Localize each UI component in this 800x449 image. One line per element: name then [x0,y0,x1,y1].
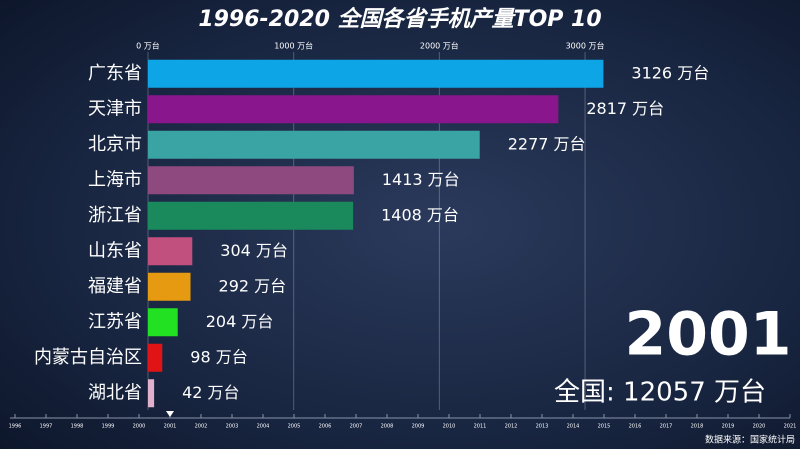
chart-title: 1996-2020 全国各省手机产量TOP 10 [198,6,601,32]
value-label: 3126 万台 [631,63,709,82]
year: 2001 [625,300,792,370]
total: 全国: 12057 万台 [554,378,766,408]
category-label: 广东省 [88,63,142,84]
timeline-label: 2011 [474,424,487,430]
timeline-label: 2000 [133,424,146,430]
source: 数据来源：国家统计局 [705,434,795,446]
bar [148,272,191,301]
timeline-label: 2002 [195,424,208,430]
bar [148,237,193,266]
category-label: 湖北省 [88,382,142,403]
timeline-label: 2019 [722,424,735,430]
value-label: 2277 万台 [508,134,586,153]
x-tick-label: 3000 万台 [566,41,605,51]
timeline-label: 2010 [443,424,456,430]
value-label: 2817 万台 [586,99,664,118]
timeline-label: 2006 [319,424,332,430]
category-label: 内蒙古自治区 [34,347,142,368]
category-label: 山东省 [88,240,142,261]
x-tick-label: 0 万台 [136,41,160,51]
value-label: 204 万台 [206,312,274,331]
timeline-label: 2020 [753,424,766,430]
x-tick-label: 2000 万台 [420,41,459,51]
timeline-label: 2007 [350,424,363,430]
value-label: 1413 万台 [382,170,460,189]
value-label: 42 万台 [182,383,239,402]
x-tick-label: 1000 万台 [274,41,313,51]
category-label: 福建省 [88,276,142,297]
category-label: 上海市 [88,169,142,190]
timeline-label: 1997 [40,424,53,430]
timeline-label: 2021 [784,424,797,430]
timeline-label: 2009 [412,424,425,430]
timeline-marker [166,411,174,417]
bar [148,379,155,408]
timeline-label: 2015 [598,424,611,430]
timeline-label: 1999 [102,424,115,430]
timeline-label: 1998 [71,424,84,430]
timeline-label: 1996 [9,424,22,430]
timeline-label: 2018 [691,424,704,430]
timeline-label: 2016 [629,424,642,430]
category-label: 天津市 [88,98,142,119]
timeline-label: 2013 [536,424,549,430]
timeline-label: 2003 [226,424,239,430]
bar [148,308,178,337]
timeline-label: 2014 [567,424,580,430]
bar [148,130,480,159]
timeline-label: 2005 [288,424,301,430]
bar [148,166,354,195]
category-label: 浙江省 [88,205,142,226]
category-label: 江苏省 [88,311,142,332]
category-label: 北京市 [88,134,142,155]
bar [148,343,163,372]
timeline-label: 2017 [660,424,673,430]
value-label: 98 万台 [190,347,247,366]
value-label: 1408 万台 [381,205,459,224]
value-label: 292 万台 [219,276,287,295]
timeline-label: 2004 [257,424,270,430]
bar [148,201,354,230]
timeline-label: 2012 [505,424,518,430]
value-label: 304 万台 [220,241,288,260]
timeline-label: 2008 [381,424,394,430]
timeline-label: 2001 [164,424,177,430]
bar [148,59,604,88]
bar [148,95,559,124]
